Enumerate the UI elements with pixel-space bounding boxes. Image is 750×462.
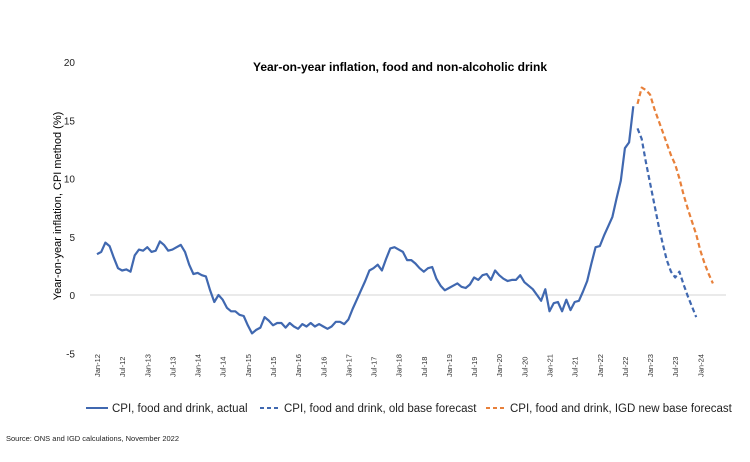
series-line-2 <box>636 86 714 284</box>
x-tick-label: Jan-21 <box>546 354 555 377</box>
series-line-0 <box>96 106 635 335</box>
x-tick-label: Jan-22 <box>596 354 605 377</box>
x-tick-label: Jul-20 <box>520 357 529 377</box>
x-tick-label: Jul-13 <box>168 357 177 377</box>
x-tick-label: Jan-20 <box>495 354 504 377</box>
x-tick-label: Jul-22 <box>621 357 630 377</box>
x-tick-label: Jan-24 <box>696 354 705 377</box>
x-tick-label: Jul-12 <box>118 357 127 377</box>
x-tick-label: Jan-14 <box>194 354 203 377</box>
x-tick-label: Jul-14 <box>219 357 228 377</box>
x-tick-label: Jan-12 <box>93 354 102 377</box>
x-tick-label: Jan-18 <box>395 354 404 377</box>
legend-label-igd: CPI, food and drink, IGD new base foreca… <box>510 403 733 415</box>
x-tick-label: Jul-16 <box>319 357 328 377</box>
y-tick-label: 10 <box>64 175 76 186</box>
x-tick-label: Jul-15 <box>269 357 278 377</box>
source-note: Source: ONS and IGD calculations, Novemb… <box>6 434 179 443</box>
x-tick-label: Jul-19 <box>470 357 479 377</box>
x-tick-label: Jul-18 <box>420 357 429 377</box>
y-tick-label: 0 <box>69 291 75 302</box>
x-tick-label: Jul-23 <box>671 357 680 377</box>
y-tick-label: -5 <box>66 349 75 360</box>
chart-title: Year-on-year inflation, food and non-alc… <box>253 60 547 74</box>
x-tick-label: Jan-15 <box>244 354 253 377</box>
y-tick-label: 15 <box>64 116 76 127</box>
x-tick-label: Jul-17 <box>370 357 379 377</box>
x-tick-label: Jul-21 <box>571 357 580 377</box>
x-tick-label: Jan-16 <box>294 354 303 377</box>
y-tick-label: 5 <box>69 233 75 244</box>
legend-label-actual: CPI, food and drink, actual <box>112 403 248 415</box>
y-tick-label: 20 <box>64 58 76 69</box>
x-tick-label: Jan-17 <box>344 354 353 377</box>
x-tick-label: Jan-13 <box>143 354 152 377</box>
legend: CPI, food and drink, actual CPI, food an… <box>86 403 733 415</box>
y-axis-label: Year-on-year inflation, CPI method (%) <box>52 112 64 301</box>
series-line-1 <box>636 127 698 318</box>
x-tick-label: Jan-19 <box>445 354 454 377</box>
legend-label-old-base: CPI, food and drink, old base forecast <box>284 403 477 415</box>
x-tick-label: Jan-23 <box>646 354 655 377</box>
